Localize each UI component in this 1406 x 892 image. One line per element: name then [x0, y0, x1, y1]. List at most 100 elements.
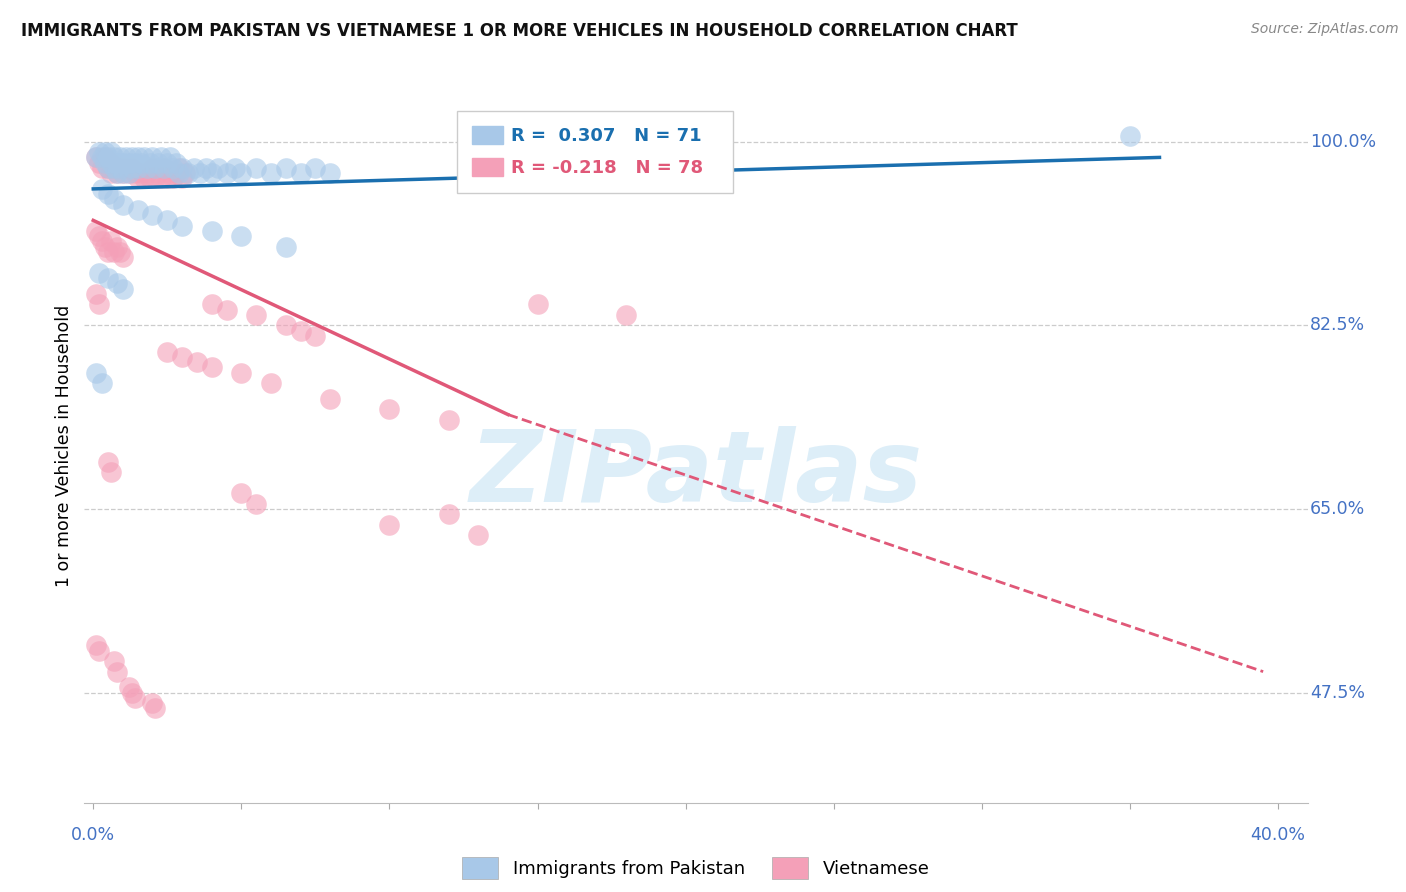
Point [138, 155, 160, 169]
Point [150, 150, 173, 164]
Point [105, 239, 128, 253]
Point [108, 161, 131, 175]
Point [124, 166, 146, 180]
Point [108, 150, 131, 164]
Point [207, 161, 229, 175]
Point [274, 239, 297, 253]
Point [84, 639, 107, 653]
Point [150, 171, 173, 186]
Point [132, 150, 155, 164]
Point [103, 161, 125, 175]
Point [91, 376, 114, 390]
Point [89, 155, 111, 169]
Point [105, 155, 128, 169]
Point [148, 155, 170, 169]
Point [111, 197, 134, 211]
Point [245, 308, 267, 322]
Point [97, 187, 120, 202]
Point [97, 244, 120, 259]
Point [103, 193, 125, 207]
Point [167, 166, 190, 180]
Point [89, 266, 111, 280]
Point [114, 161, 136, 175]
Point [121, 161, 143, 175]
Point [437, 507, 460, 521]
Point [105, 166, 128, 180]
Point [165, 166, 187, 180]
Point [215, 166, 238, 180]
FancyBboxPatch shape [472, 127, 503, 145]
Point [100, 155, 122, 169]
Point [103, 150, 125, 164]
Point [201, 166, 224, 180]
Point [188, 166, 211, 180]
Text: 100.0%: 100.0% [1310, 133, 1376, 151]
Point [437, 413, 460, 427]
Point [97, 271, 120, 285]
Point [105, 166, 128, 180]
Point [132, 171, 155, 186]
Point [89, 229, 111, 244]
Point [378, 402, 401, 417]
Point [245, 497, 267, 511]
Text: ZIPatlas: ZIPatlas [470, 426, 922, 523]
Point [91, 150, 114, 164]
Text: 65.0%: 65.0% [1310, 500, 1365, 518]
Point [100, 145, 122, 160]
Point [84, 150, 107, 164]
FancyBboxPatch shape [457, 111, 733, 193]
Point [145, 701, 167, 715]
Point [94, 155, 117, 169]
Point [141, 208, 163, 222]
Point [159, 166, 181, 180]
Point [159, 150, 181, 164]
Point [172, 219, 194, 233]
Text: 0.0%: 0.0% [72, 826, 115, 844]
Text: R =  0.307   N = 71: R = 0.307 N = 71 [512, 127, 702, 145]
Point [172, 161, 194, 175]
Point [141, 161, 163, 175]
Point [89, 297, 111, 311]
Point [231, 229, 253, 244]
Point [172, 350, 194, 364]
Point [84, 150, 107, 164]
Point [94, 145, 117, 160]
Point [111, 250, 134, 264]
Point [138, 171, 160, 186]
Point [260, 166, 283, 180]
Point [127, 171, 149, 186]
Point [304, 161, 326, 175]
Point [127, 161, 149, 175]
Point [127, 150, 149, 164]
Point [100, 235, 122, 249]
Point [97, 455, 120, 469]
Point [1119, 129, 1142, 144]
Point [135, 161, 157, 175]
Point [260, 376, 283, 390]
Text: IMMIGRANTS FROM PAKISTAN VS VIETNAMESE 1 OR MORE VEHICLES IN HOUSEHOLD CORRELATI: IMMIGRANTS FROM PAKISTAN VS VIETNAMESE 1… [21, 22, 1018, 40]
Point [156, 213, 179, 227]
Point [129, 155, 152, 169]
Point [100, 465, 122, 479]
Point [162, 171, 184, 186]
Text: 82.5%: 82.5% [1310, 317, 1365, 334]
Point [148, 166, 170, 180]
Point [156, 344, 179, 359]
Point [118, 155, 141, 169]
Point [167, 161, 190, 175]
Point [103, 244, 125, 259]
Point [201, 297, 224, 311]
Point [231, 166, 253, 180]
Point [108, 161, 131, 175]
Point [274, 318, 297, 333]
Point [124, 690, 146, 705]
Point [103, 161, 125, 175]
Point [108, 244, 131, 259]
Point [91, 235, 114, 249]
Point [231, 366, 253, 380]
Point [165, 155, 187, 169]
Point [84, 286, 107, 301]
Point [121, 150, 143, 164]
Point [378, 517, 401, 532]
Point [153, 161, 176, 175]
